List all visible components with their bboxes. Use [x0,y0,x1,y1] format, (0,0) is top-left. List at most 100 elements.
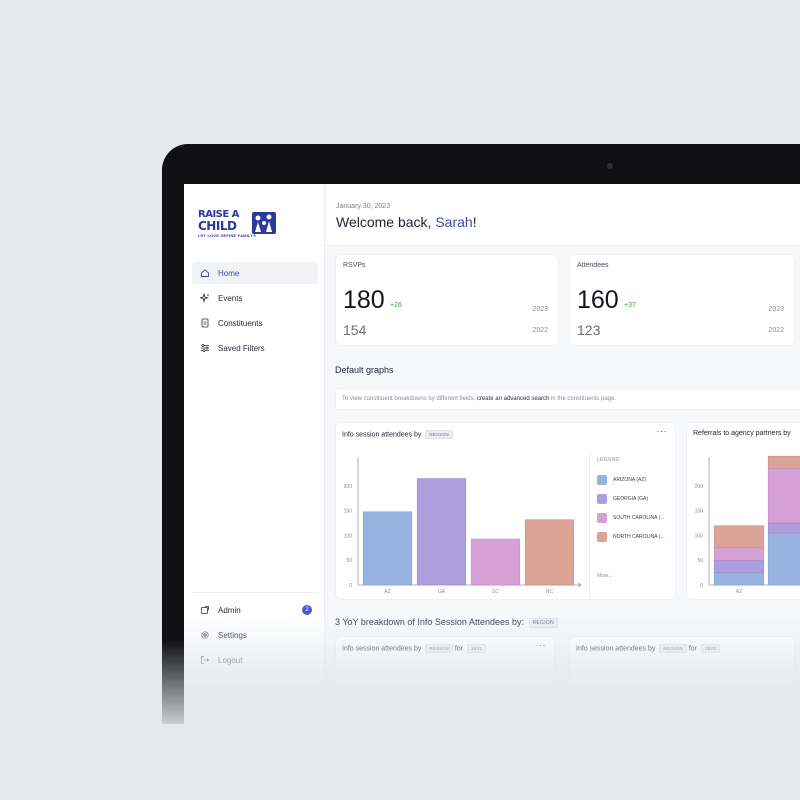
y-tick-label: 100 [344,533,353,539]
y-tick-label: 150 [695,509,704,515]
home-icon [200,268,210,278]
stacked-bar-segment [767,522,800,534]
yoy-card-2022: Info session attendees by REGION for 202… [569,636,795,716]
sidebar-item-admin[interactable]: Admin 2 [192,599,318,621]
sidebar-item-logout[interactable]: Logout [192,649,318,671]
legend-item[interactable]: NORTH CAROLINA (... [597,532,665,542]
stat-previous-value: 154 [343,322,367,338]
sidebar-item-label: Events [218,293,243,303]
region-chip[interactable]: REGION [425,430,453,439]
x-axis-arrow [577,582,582,588]
sidebar-item-label: Constituents [218,318,263,328]
bar-sc [470,538,521,586]
stat-previous-value: 123 [577,322,601,338]
legend-more-link[interactable]: More... [597,573,613,579]
sidebar-item-saved-filters[interactable]: Saved Filters [192,337,318,359]
user-name: Sarah [435,214,473,230]
sidebar-nav: Home Events Constituents [192,262,318,362]
sidebar-item-events[interactable]: Events [192,287,318,309]
sidebar-item-constituents[interactable]: Constituents [192,312,318,334]
graph-title: Info session attendees by REGION for 202… [576,644,721,653]
brand-logo[interactable]: RAISE A CHILD LET LOVE DEFINE FAMILY® [198,210,276,246]
bar-chart: 0 50 100 150 200 AZ GA SC NC [344,457,582,595]
legend-item[interactable]: GEORGIA (GA) [597,494,648,504]
sidebar-item-label: Home [218,268,240,278]
sidebar-item-home[interactable]: Home [192,262,318,284]
stacked-bar-segment [713,559,765,573]
advanced-search-link[interactable]: create an advanced search [476,396,550,402]
info-banner: To view constituent breakdowns by differ… [335,388,800,410]
stacked-bar-segment [713,525,765,549]
graph-card-referrals: Referrals to agency partners by 0 50 100 15… [686,422,800,600]
stat-current-value: 180 [343,286,385,314]
graph-card-info-sessions: Info session attendees by REGION ··· 0 50… [335,422,676,601]
bar-nc [524,519,575,586]
y-tick-label: 150 [344,509,353,515]
legend-swatch [597,494,607,504]
camera-dot [607,163,613,169]
stacked-bar-chart: 0 50 100 150 200 AZ [695,455,800,595]
stacked-bar-segment [767,532,800,586]
region-chip[interactable]: REGION [425,644,453,653]
logout-icon [200,655,210,665]
stat-title: Attendees [577,262,609,269]
sidebar-item-label: Logout [218,655,243,665]
legend-item[interactable]: ARIZONA (AZ) [597,475,646,485]
stat-title: RSVPs [343,262,366,269]
stacked-bar-segment [767,468,800,524]
gear-icon [200,630,210,640]
graph-title: Info session attendees by REGION for 202… [342,644,487,653]
x-tick-label: SC [492,589,499,595]
sidebar: RAISE A CHILD LET LOVE DEFINE FAMILY® [184,184,325,744]
external-icon [200,605,210,615]
y-tick-label: 200 [344,484,353,490]
region-chip[interactable]: REGION [528,617,559,628]
rsvps-card[interactable]: RSVPs 180 +26 2023 154 2022 [335,254,559,346]
stat-previous-year: 2022 [768,327,784,334]
legend-swatch [597,532,607,542]
main-content: January 30, 2023 Welcome back, Sarah! RS… [325,184,800,744]
year-chip[interactable]: 2021 [466,644,487,653]
stacked-bar-segment [713,547,765,561]
welcome-heading: Welcome back, Sarah! [336,214,477,230]
x-tick-label: GA [438,589,446,595]
notification-badge: 2 [302,605,312,615]
stat-current-value: 160 [577,286,619,314]
x-tick-label: AZ [736,589,742,595]
stat-delta: +37 [624,302,636,309]
yoy-section-title: 3 YoY breakdown of Info Session Attendee… [335,617,559,628]
more-options-icon[interactable]: ··· [535,640,546,650]
stat-current-year: 2023 [768,306,784,313]
legend-title: LEGEND [597,457,620,463]
stat-delta: +26 [390,302,402,309]
sidebar-item-settings[interactable]: Settings [192,624,318,646]
document-icon [200,318,210,328]
sparkle-icon [200,293,210,303]
graph-title: Referrals to agency partners by [693,430,791,437]
legend-item[interactable]: SOUTH CAROLINA (... [597,513,664,523]
current-date: January 30, 2023 [336,203,391,210]
legend-swatch [597,475,607,485]
stacked-bar-segment [713,572,765,586]
sidebar-item-label: Settings [218,630,247,640]
chart-legend: LEGEND ARIZONA (AZ) GEORGIA (GA) SOUTH C… [589,451,676,601]
filter-icon [200,343,210,353]
more-options-icon[interactable]: ··· [656,426,667,436]
sidebar-item-label: Saved Filters [218,343,265,353]
y-tick-label: 0 [349,583,352,589]
app-screen: RAISE A CHILD LET LOVE DEFINE FAMILY® [184,184,800,744]
y-tick-label: 50 [346,558,352,564]
bar-az [362,511,413,586]
attendees-card[interactable]: Attendees 160 +37 2023 123 2022 [569,254,795,346]
region-chip[interactable]: REGION [659,644,687,653]
laptop-frame: RAISE A CHILD LET LOVE DEFINE FAMILY® [162,144,800,744]
year-chip[interactable]: 2022 [700,644,721,653]
legend-swatch [597,513,607,523]
y-tick-label: 0 [700,583,703,589]
stat-current-year: 2023 [532,306,548,313]
sidebar-bottom-nav: Admin 2 Settings Logout [192,592,318,674]
stacked-bar-segment [767,455,800,469]
x-tick-label: AZ [384,589,390,595]
y-tick-label: 200 [695,484,704,490]
x-tick-label: NC [546,589,554,595]
